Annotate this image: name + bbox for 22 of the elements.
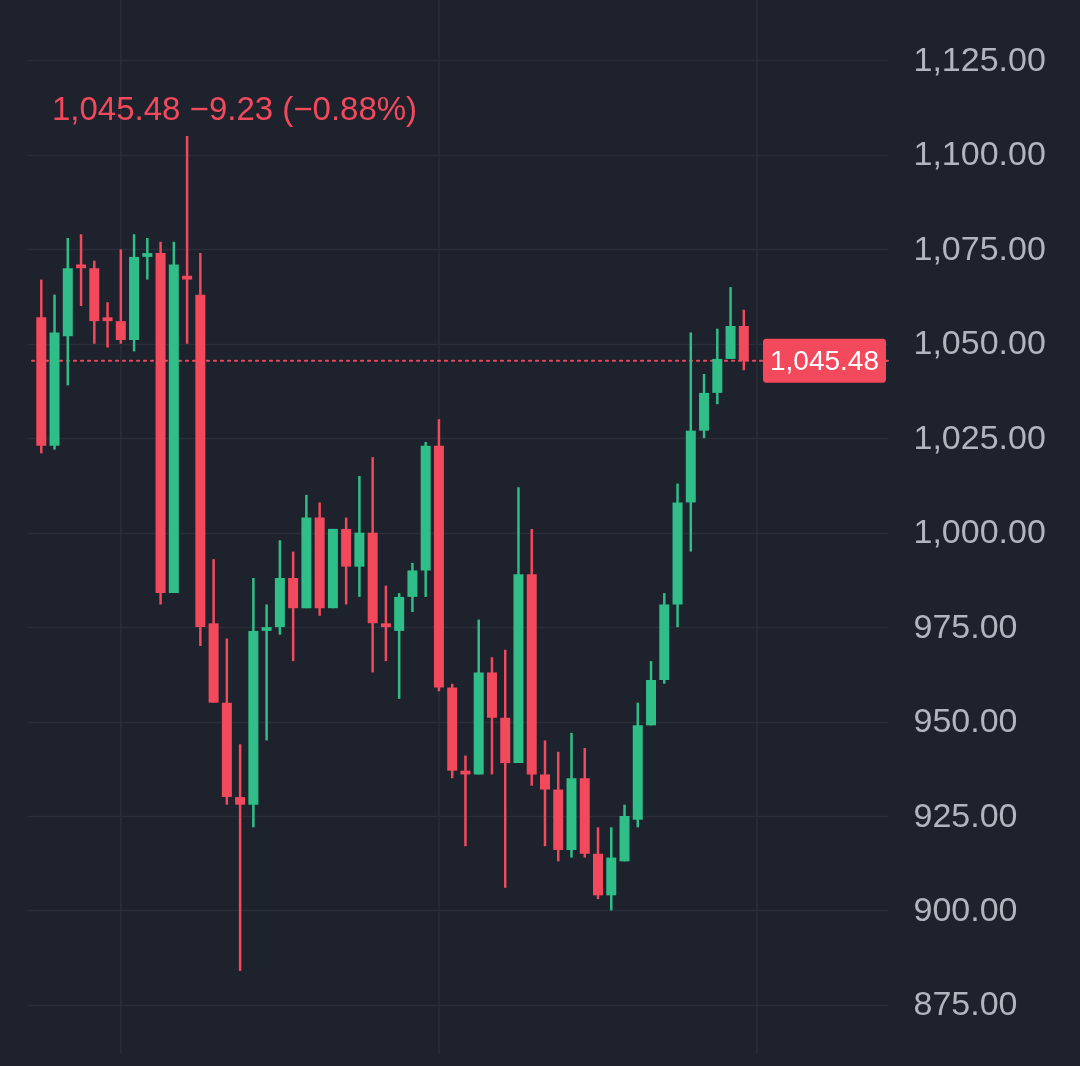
candlestick (539, 739, 550, 848)
y-tick-label: 925.00 (913, 795, 1018, 834)
candlestick (380, 584, 391, 663)
candlestick (142, 236, 153, 281)
y-tick-label: 1,125.00 (913, 39, 1046, 78)
y-tick-label: 1,025.00 (913, 417, 1046, 456)
y-tick-label: 1,050.00 (913, 323, 1046, 362)
y-tick-label: 950.00 (913, 701, 1018, 740)
candlestick (182, 134, 193, 346)
candlestick (76, 232, 87, 308)
y-tick-label: 900.00 (913, 889, 1018, 928)
candlestick (102, 300, 113, 349)
candlestick (115, 248, 126, 346)
annotation: 1,045.48 −9.23 (−0.88%) (52, 90, 418, 127)
y-tick-label: 975.00 (913, 606, 1018, 645)
candlestick (235, 742, 246, 973)
candlestick (261, 603, 272, 742)
y-tick-label: 1,000.00 (913, 512, 1046, 551)
y-tick-label: 875.00 (913, 984, 1018, 1023)
ref-line-label: 1,045.48 (770, 344, 879, 376)
y-tick-label: 1,075.00 (913, 228, 1046, 267)
y-tick-label: 1,100.00 (913, 134, 1046, 173)
